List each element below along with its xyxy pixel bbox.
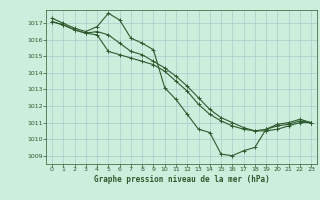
X-axis label: Graphe pression niveau de la mer (hPa): Graphe pression niveau de la mer (hPa)	[94, 175, 269, 184]
